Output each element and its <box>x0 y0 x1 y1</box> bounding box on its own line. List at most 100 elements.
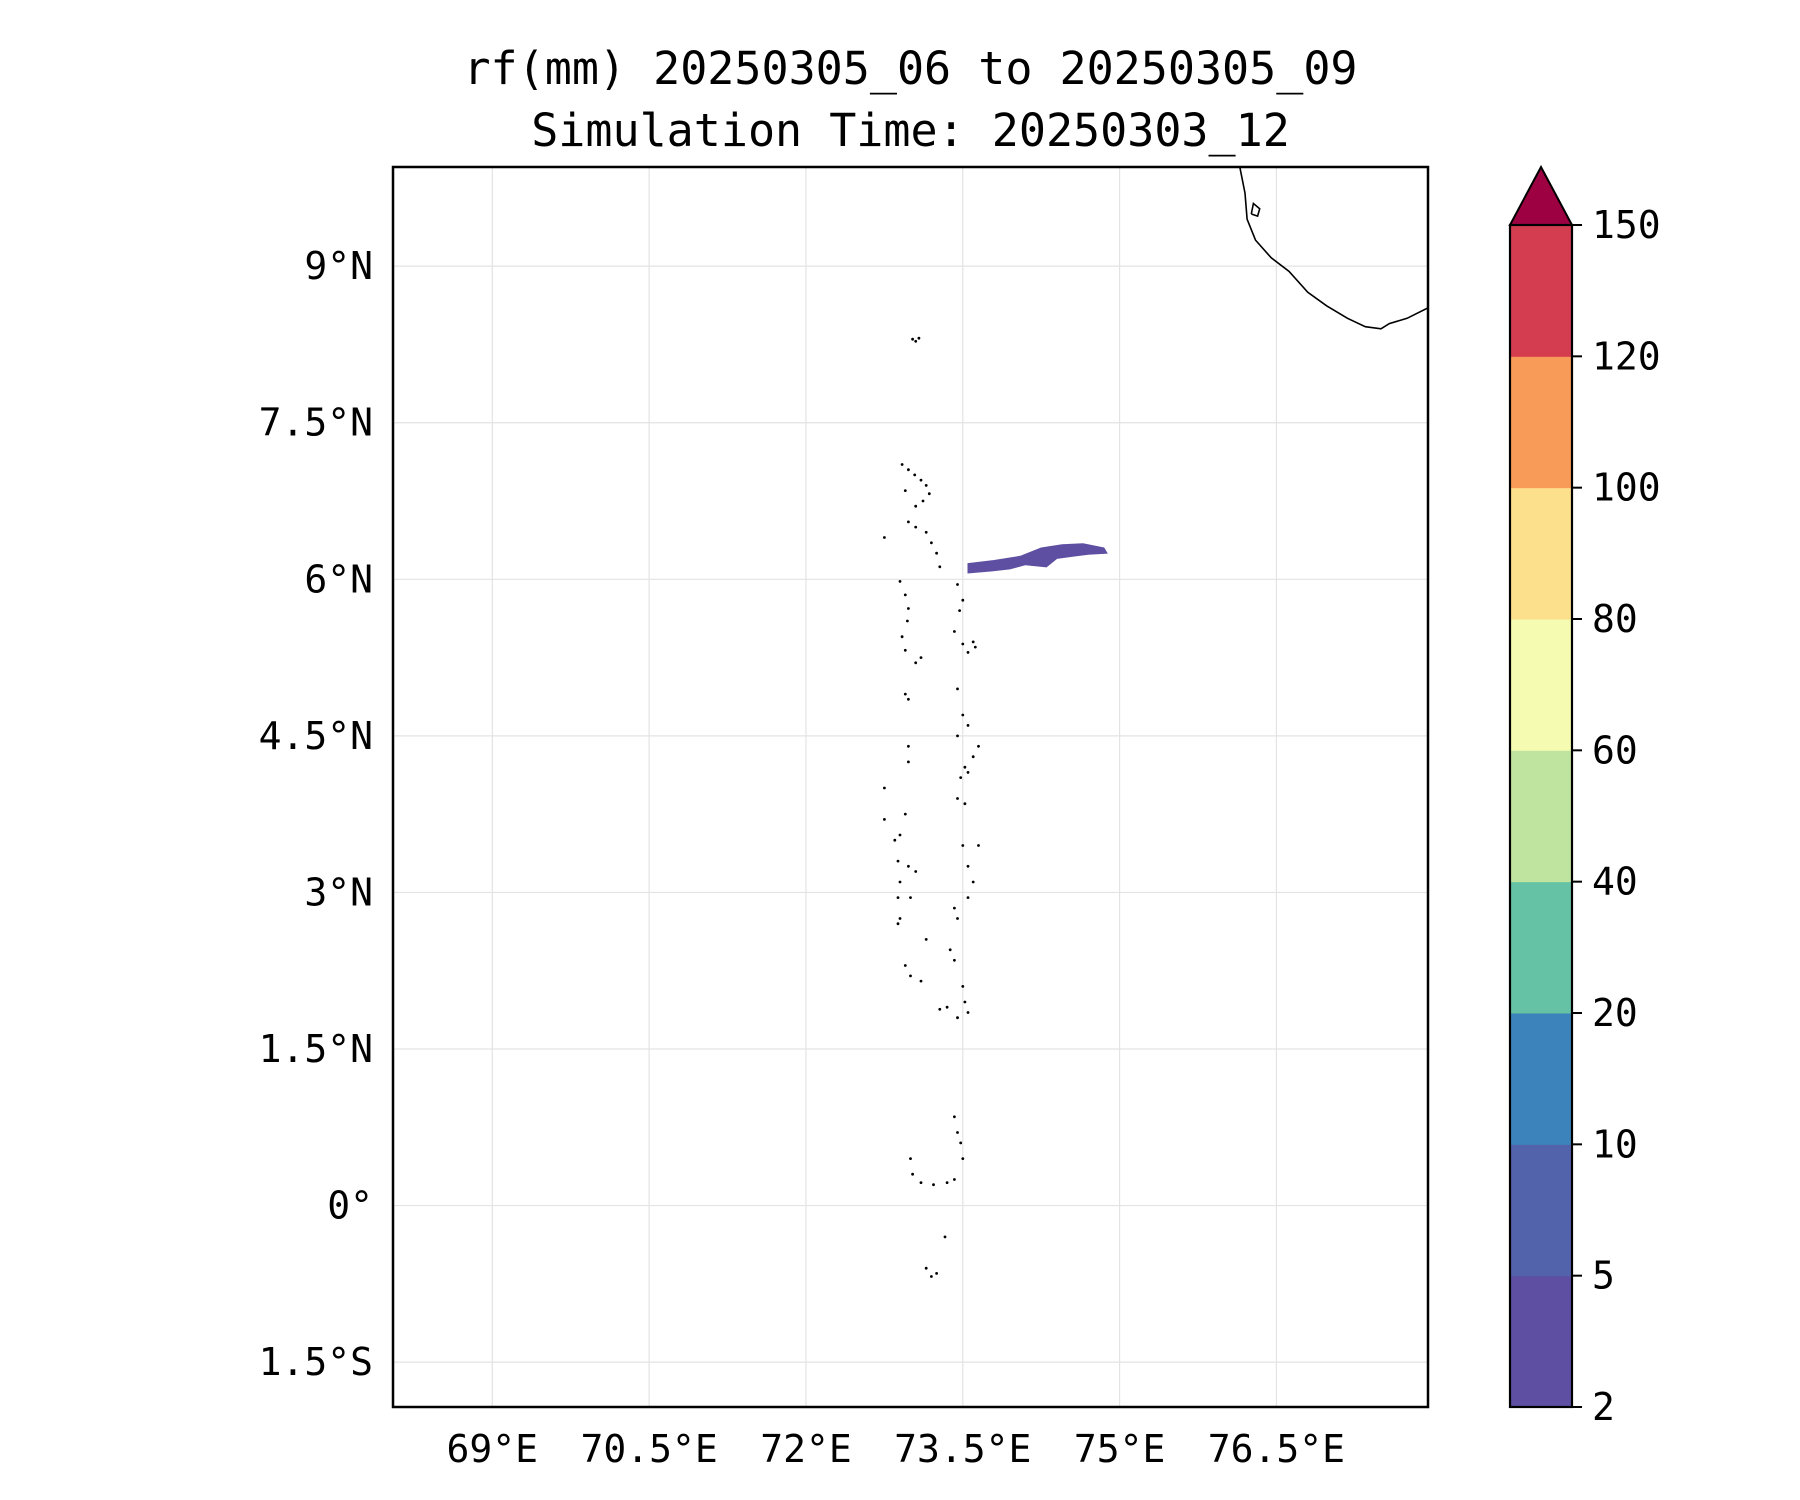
atoll-mark <box>953 630 956 633</box>
atoll-mark <box>958 609 961 612</box>
atoll-mark <box>898 580 902 583</box>
atoll-mark <box>932 1183 935 1187</box>
colorbar-segment <box>1510 487 1572 620</box>
atoll-mark <box>909 896 912 899</box>
atoll-mark <box>907 760 910 764</box>
lat-tick-labels: 9°N 7.5°N 6°N 4.5°N 3°N 1.5°N 0° 1.5°S <box>259 244 373 1384</box>
atoll-mark <box>973 645 977 649</box>
atoll-mark <box>930 1275 933 1278</box>
lon-tick-labels: 69°E 70.5°E 72°E 73.5°E 75°E 76.5°E <box>447 1427 1345 1471</box>
atoll-mark <box>903 648 907 652</box>
atoll-mark <box>924 530 928 534</box>
atoll-mark <box>900 635 904 639</box>
atoll-mark <box>966 771 970 774</box>
rain-cell <box>967 543 1108 574</box>
map-title: rf(mm) 20250305_06 to 20250305_09 Simula… <box>393 38 1428 162</box>
atoll-mark <box>924 938 928 941</box>
atoll-mark <box>961 844 965 847</box>
atoll-mark <box>896 859 900 863</box>
atoll-mark <box>956 1016 959 1020</box>
atoll-mark <box>893 838 897 842</box>
lat-tick-label: 1.5°N <box>259 1027 373 1071</box>
atoll-mark <box>919 1181 923 1184</box>
atoll-mark <box>903 593 907 597</box>
colorbar-tick-label: 2 <box>1592 1385 1615 1429</box>
lat-tick-label: 3°N <box>304 870 373 914</box>
lon-tick-label: 70.5°E <box>580 1427 717 1471</box>
atoll-mark <box>898 833 902 837</box>
lon-tick-label: 72°E <box>760 1427 852 1471</box>
atoll-mark <box>913 473 917 477</box>
colorbar-segment <box>1510 356 1572 489</box>
lat-tick-label: 7.5°N <box>259 401 373 445</box>
atoll-mark <box>907 864 910 868</box>
atoll-mark <box>903 812 907 816</box>
atoll-mark <box>956 1131 959 1134</box>
atoll-mark <box>903 489 907 492</box>
colorbar-segment <box>1510 619 1572 751</box>
atoll-mark <box>907 744 910 748</box>
atoll-mark <box>935 551 938 555</box>
atoll-mark <box>935 1272 938 1275</box>
colorbar-frame <box>1508 223 1574 1409</box>
atoll-mark <box>907 468 910 472</box>
atoll-mark <box>971 755 975 759</box>
atoll-mark <box>907 520 910 524</box>
atoll-mark <box>956 583 959 586</box>
colorbar-tick-label: 150 <box>1592 203 1661 247</box>
atoll-mark <box>919 478 923 482</box>
atoll-mark <box>924 1266 928 1270</box>
atoll-mark <box>903 964 907 967</box>
atoll-mark <box>898 917 902 920</box>
lat-tick-label: 1.5°S <box>259 1340 373 1384</box>
atoll-mark <box>963 802 967 806</box>
atoll-mark <box>921 499 925 503</box>
atoll-mark <box>966 864 970 868</box>
atoll-mark <box>956 734 959 738</box>
atoll-mark <box>938 1007 942 1011</box>
atoll-mark <box>953 1115 956 1119</box>
colorbar-segment <box>1510 1144 1572 1277</box>
atoll-mark <box>909 974 912 978</box>
colorbar-tick-label: 10 <box>1592 1122 1638 1166</box>
atoll-mark <box>956 797 959 800</box>
atoll-mark <box>919 656 923 659</box>
atoll-mark <box>914 504 918 508</box>
atoll-mark <box>914 661 918 665</box>
colorbar-segment <box>1510 881 1572 1014</box>
atoll-mark <box>911 1172 914 1176</box>
atoll-mark <box>914 870 918 873</box>
atoll-mark <box>961 598 965 602</box>
atoll-mark <box>971 880 975 884</box>
lon-tick-label: 75°E <box>1074 1427 1166 1471</box>
atoll-mark <box>900 463 904 466</box>
colorbar-tick-label: 20 <box>1592 991 1638 1035</box>
atoll-mark <box>917 336 921 340</box>
lat-tick-label: 9°N <box>304 244 373 288</box>
atoll-mark <box>959 776 963 779</box>
atoll-mark <box>953 1178 956 1181</box>
colorbar-tick-label: 60 <box>1592 728 1638 772</box>
atoll-mark <box>896 896 900 899</box>
atoll-mark <box>966 1011 970 1014</box>
atoll-mark <box>914 339 918 343</box>
lon-tick-label: 69°E <box>447 1427 539 1471</box>
colorbar-segment <box>1510 225 1572 357</box>
atoll-mark <box>963 1000 967 1004</box>
atoll-mark <box>909 1157 912 1160</box>
colorbar-segment <box>1510 750 1572 883</box>
atoll-mark <box>963 765 967 769</box>
colorbar-tick-label: 100 <box>1592 466 1661 510</box>
atoll-mark <box>927 492 931 496</box>
atoll-mark <box>906 619 909 623</box>
title-line-2: Simulation Time: 20250303_12 <box>531 104 1290 157</box>
colorbar-tick-label: 80 <box>1592 597 1638 641</box>
atoll-mark <box>930 541 933 545</box>
colorbar-extend-arrow <box>1508 164 1574 226</box>
colorbar-segment <box>1510 1275 1572 1408</box>
atoll-mark <box>943 1235 947 1239</box>
atoll-mark <box>883 818 886 821</box>
atoll-mark <box>961 985 965 988</box>
gridlines <box>393 167 1428 1407</box>
lon-tick-label: 73.5°E <box>894 1427 1031 1471</box>
